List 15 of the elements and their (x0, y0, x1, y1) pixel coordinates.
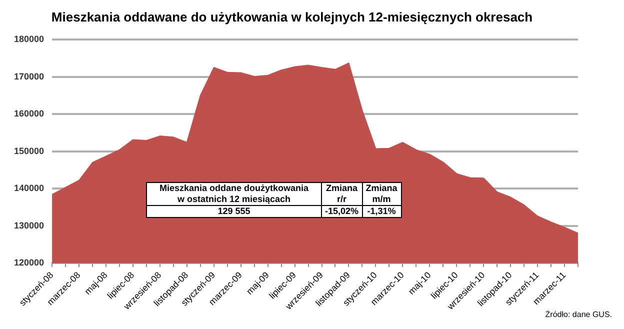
annotation: Zmiana r/r (322, 182, 362, 206)
y-tick-label: 160000 (14, 108, 44, 119)
annotation: 129 555 (146, 206, 322, 218)
chart-title: Mieszkania oddawane do użytkowania w kolejnych 12-miesięcznych okresach (51, 9, 533, 24)
annotation: Zmiana m/m (362, 182, 402, 206)
annotation: -15,02% (322, 206, 362, 218)
y-tick-label: 170000 (14, 71, 44, 82)
y-tick-label: 150000 (14, 146, 44, 156)
y-tick-label: 120000 (14, 258, 44, 268)
y-tick-label: 130000 (14, 220, 44, 230)
y-tick-label: 140000 (14, 183, 44, 194)
annotation: Mieszkania oddane doużytkowania w ostatnich 12 miesiącach (146, 182, 322, 206)
text: Źródło: dane GUS. (545, 310, 612, 319)
annotation: -1,31% (362, 206, 402, 218)
y-tick-label: 180000 (14, 34, 44, 44)
